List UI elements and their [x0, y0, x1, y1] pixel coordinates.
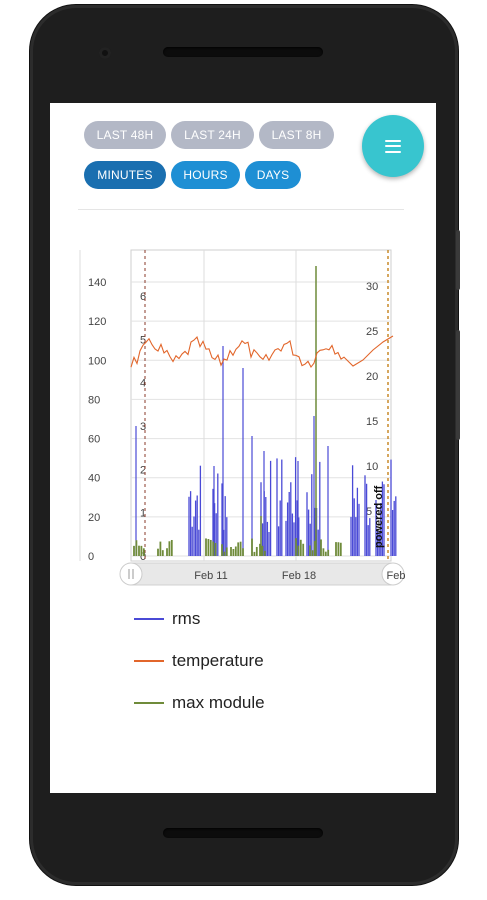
x-tick-label: Feb 11	[194, 570, 227, 582]
y-tick-label-left: 0	[88, 551, 94, 563]
temperature-line	[130, 335, 394, 369]
legend-swatch-rms	[134, 618, 164, 620]
filter-last-24h-button[interactable]: LAST 24H	[171, 121, 254, 149]
legend-item-max-module[interactable]: max module	[134, 693, 265, 713]
y-tick-label-right: 10	[366, 461, 378, 473]
legend-item-rms[interactable]: rms	[134, 609, 200, 629]
top-speaker	[163, 47, 323, 57]
front-camera-icon	[99, 47, 111, 59]
navigator-track	[130, 562, 392, 586]
y-tick-label-inner: 6	[140, 291, 146, 303]
filter-last-48h-button[interactable]: LAST 48H	[84, 121, 166, 149]
y-tick-label-inner: 2	[140, 464, 146, 476]
y-tick-label-inner: 1	[140, 508, 146, 520]
y-tick-label-inner: 5	[140, 334, 146, 346]
y-tick-label-right: 20	[366, 371, 378, 383]
y-tick-label-right: 30	[366, 281, 378, 293]
x-tick-label: Feb 18	[282, 570, 316, 582]
hamburger-menu-icon	[385, 139, 401, 153]
filter-last-8h-button[interactable]: LAST 8H	[259, 121, 334, 149]
y-tick-label-right: 5	[366, 506, 372, 518]
legend-label-rms: rms	[172, 609, 201, 628]
legend-item-temperature[interactable]: temperature	[134, 651, 264, 671]
y-tick-label-inner: 3	[140, 421, 146, 433]
bottom-speaker	[163, 828, 323, 838]
power-button[interactable]	[456, 230, 460, 290]
sensor-chart[interactable]: 0 20 40 60 80 100 120 140 0 1 2 3 4 5 6 5 10 15 20 25 30 powe…	[76, 248, 406, 593]
app-screen: LAST 48H LAST 24H LAST 8H MINUTES HOURS …	[50, 103, 436, 793]
y-tick-label-inner: 4	[140, 378, 146, 390]
legend-label-temperature: temperature	[172, 651, 264, 670]
granularity-days-button[interactable]: DAYS	[245, 161, 301, 189]
navigator-left-handle	[119, 562, 143, 586]
y-tick-label-left: 120	[88, 316, 106, 328]
menu-fab-button[interactable]	[362, 115, 424, 177]
legend-swatch-temperature	[134, 660, 164, 662]
navigator-right-handle	[381, 562, 405, 586]
y-tick-label-left: 80	[88, 394, 100, 406]
y-tick-label-left: 40	[88, 473, 100, 485]
legend-swatch-max-module	[134, 702, 164, 704]
y-tick-label-left: 20	[88, 512, 100, 524]
y-tick-label-inner: 0	[140, 551, 146, 563]
divider	[78, 209, 404, 210]
y-tick-label-left: 140	[88, 277, 106, 289]
granularity-minutes-button[interactable]: MINUTES	[84, 161, 166, 189]
legend-label-max-module: max module	[172, 693, 265, 712]
volume-button[interactable]	[456, 330, 460, 440]
y-tick-label-right: 15	[366, 416, 378, 428]
y-tick-label-left: 100	[88, 355, 106, 367]
y-tick-label-right: 25	[366, 326, 378, 338]
y-tick-label-left: 60	[88, 434, 100, 446]
granularity-hours-button[interactable]: HOURS	[171, 161, 240, 189]
x-tick-label: Feb	[387, 570, 406, 582]
annotation-powered-off: powered off	[373, 485, 385, 548]
